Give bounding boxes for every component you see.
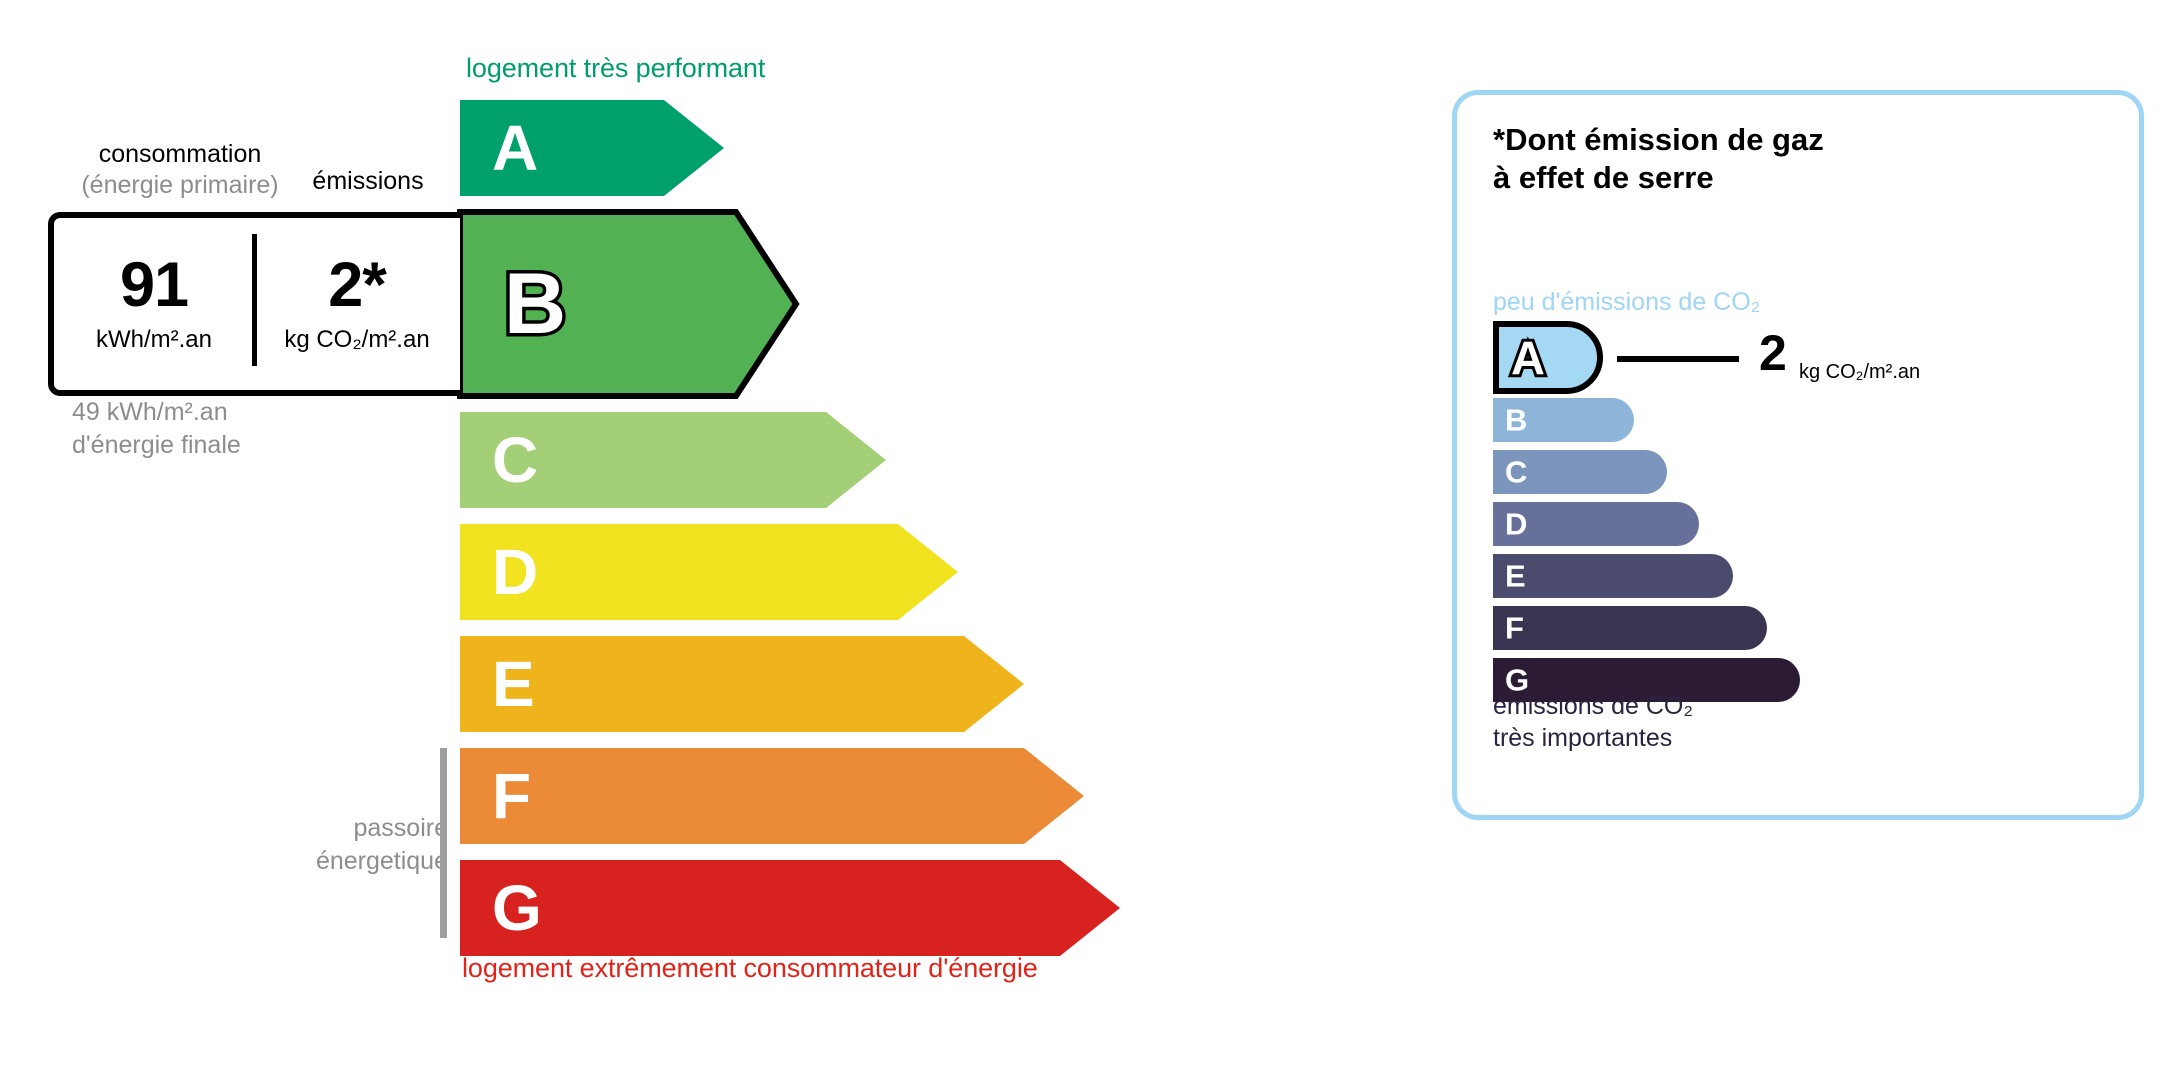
passoire-line1: passoire xyxy=(353,814,449,842)
emissions-value-cell: 2* kg CO₂/m².an xyxy=(252,218,460,390)
energy-band-a: A xyxy=(460,100,724,196)
energy-band-f: F xyxy=(460,748,1084,844)
consumption-value-cell: 91 kWh/m².an xyxy=(54,218,254,390)
energy-band-svg-f xyxy=(460,748,1084,844)
final-energy-line2: d'énergie finale xyxy=(72,431,241,459)
final-energy-note: 49 kWh/m².an d'énergie finale xyxy=(72,396,241,462)
ges-title-line1: *Dont émission de gaz xyxy=(1493,122,1824,157)
ges-title-line2: à effet de serre xyxy=(1493,159,1714,195)
energy-consumption-panel: logement très performant consommation (é… xyxy=(48,53,1120,983)
emissions-unit: kg CO₂/m².an xyxy=(284,326,430,353)
energy-band-svg-g xyxy=(460,860,1120,956)
ges-band-shape-b xyxy=(1493,398,1634,442)
ges-leader-line xyxy=(1617,356,1739,362)
ges-band-shape-d xyxy=(1493,502,1699,546)
final-energy-line1: 49 kWh/m².an xyxy=(72,398,228,426)
energy-band-c: C xyxy=(460,412,886,508)
energy-band-shape-a xyxy=(460,100,724,196)
energy-band-shape-e xyxy=(460,636,1024,732)
ges-panel: *Dont émission de gaz à effet de serre p… xyxy=(1452,90,2144,820)
ges-bottom-caption: émissions de CO₂ très importantes xyxy=(1493,691,1693,754)
consumption-header-line2: (énergie primaire) xyxy=(81,170,279,199)
passoire-energetique-label: passoire énergetique xyxy=(268,812,448,878)
emissions-header: émissions xyxy=(312,167,424,195)
ges-value-unit: kg CO₂/m².an xyxy=(1799,361,1921,383)
ges-bottom-caption-line2: très importantes xyxy=(1493,723,1673,752)
energy-band-svg-a xyxy=(460,100,724,196)
energy-band-d: D xyxy=(460,524,958,620)
energy-band-svg-c xyxy=(460,412,886,508)
ges-bottom-caption-line1: émissions de CO₂ xyxy=(1493,692,1694,720)
energy-band-shape-g xyxy=(460,860,1120,956)
energy-scale-bottom-caption: logement extrêmement consommateur d'éner… xyxy=(462,953,1038,983)
energy-band-svg-b xyxy=(457,209,800,399)
energy-band-svg-e xyxy=(460,636,1024,732)
consumption-value: 91 xyxy=(119,250,189,320)
energy-band-shape-c xyxy=(460,412,886,508)
ges-band-shape-a xyxy=(1493,321,1603,394)
ges-value: 2 xyxy=(1759,325,1787,381)
passoire-line2: énergetique xyxy=(315,847,448,875)
energy-band-shape-d xyxy=(460,524,958,620)
consumption-unit: kWh/m².an xyxy=(95,326,212,353)
consumption-header: consommation (énergie primaire) xyxy=(60,139,300,200)
energy-band-shape-f xyxy=(460,748,1084,844)
energy-scale-top-caption: logement très performant xyxy=(466,53,766,83)
ges-band-shape-g xyxy=(1493,658,1800,702)
ges-top-caption: peu d'émissions de CO₂ xyxy=(1493,288,1761,316)
value-box: 91 kWh/m².an 2* kg CO₂/m².an xyxy=(48,212,460,396)
ges-band-shape-c xyxy=(1493,450,1667,494)
energy-band-shape-b xyxy=(457,209,800,399)
energy-band-svg-d xyxy=(460,524,958,620)
ges-title: *Dont émission de gaz à effet de serre xyxy=(1493,121,1824,197)
ges-band-shape-f xyxy=(1493,606,1767,650)
energy-band-e: E xyxy=(460,636,1024,732)
energy-band-b: B xyxy=(457,209,800,399)
passoire-bracket xyxy=(440,748,447,938)
energy-band-g: G xyxy=(460,860,1120,956)
emissions-value: 2* xyxy=(328,250,387,320)
consumption-header-line1: consommation xyxy=(98,140,262,168)
ges-band-shape-e xyxy=(1493,554,1733,598)
